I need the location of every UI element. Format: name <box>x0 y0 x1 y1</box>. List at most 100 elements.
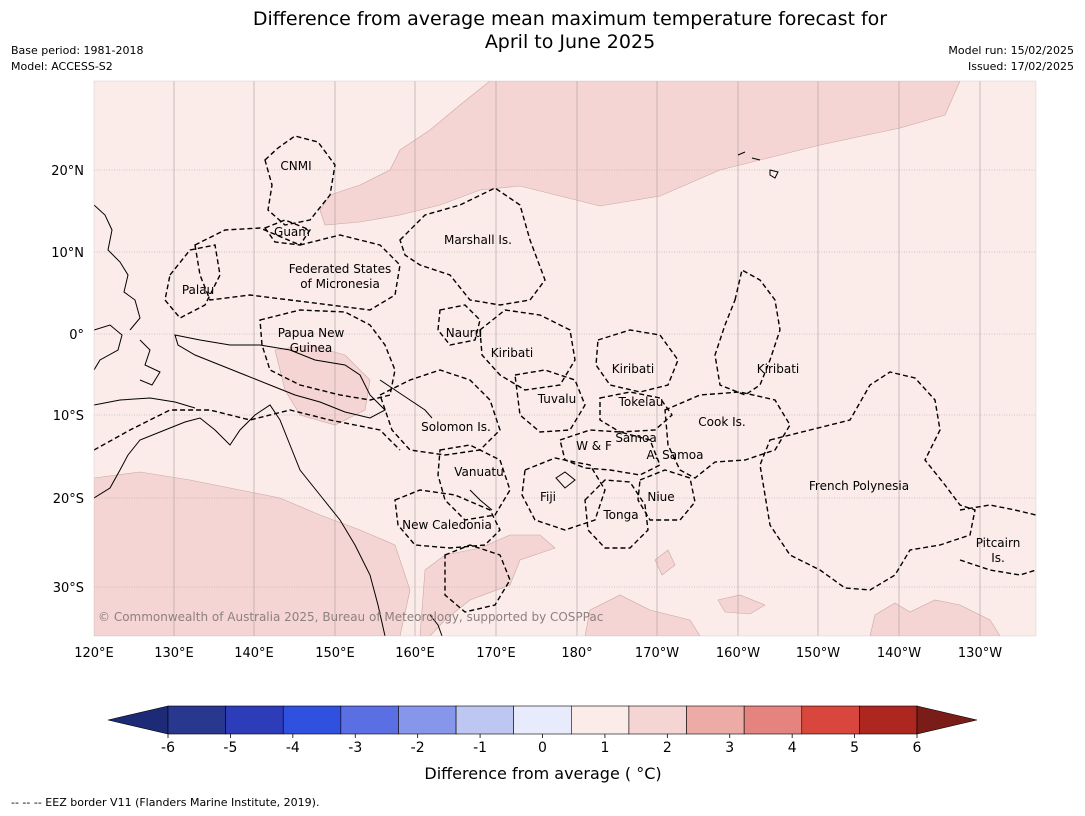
lon-label: 150°W <box>796 646 840 661</box>
coast-hawaii <box>737 151 779 179</box>
colorbar-tick-label: 4 <box>788 740 797 756</box>
eez-nz-north <box>444 544 511 613</box>
colorbar-tick-label: 3 <box>725 740 734 756</box>
coast-sulawesi <box>139 339 161 386</box>
coast-philippines <box>94 204 141 331</box>
eez-pitcairn <box>959 504 1036 576</box>
colorbar-swatch <box>225 705 284 735</box>
colorbar-swatch <box>686 705 745 735</box>
warm-region-tasman <box>419 534 556 636</box>
label-new-caledonia: New Caledonia <box>402 518 492 532</box>
issued-date: Issued: 17/02/2025 <box>967 60 1074 73</box>
lon-label: 150°E <box>315 646 355 661</box>
eez-legend-note: -- -- -- EEZ border V11 (Flanders Marine… <box>11 796 320 809</box>
base-period: Base period: 1981-2018 <box>11 44 144 57</box>
eez-palau <box>164 244 221 319</box>
warm-region-north <box>319 81 961 226</box>
colorbar-extend-left <box>107 705 169 735</box>
meta-left: Base period: 1981-2018 Model: ACCESS-S2 <box>11 43 143 75</box>
colorbar-tick-label: 1 <box>600 740 609 756</box>
colorbar-tick-label: 5 <box>850 740 859 756</box>
label-french-polynesia: French Polynesia <box>809 479 909 493</box>
label-kiribati-east: Kiribati <box>757 362 799 376</box>
title-line-2: April to June 2025 <box>484 31 656 53</box>
colorbar: -6 -5 -4 -3 -2 -1 0 1 2 3 4 5 6 <box>107 705 978 756</box>
colorbar-tick-label: 2 <box>663 740 672 756</box>
lon-label: 130°E <box>154 646 194 661</box>
label-guam: Guam <box>274 225 310 239</box>
lat-label: 10°S <box>53 409 84 424</box>
warm-region-south-3 <box>869 599 1001 636</box>
lon-label: 180° <box>561 646 592 661</box>
eez-marshall <box>399 187 546 306</box>
lon-label: 120°E <box>74 646 114 661</box>
graticule <box>94 81 1036 636</box>
label-marshall: Marshall Is. <box>444 233 512 247</box>
label-solomon: Solomon Is. <box>421 420 491 434</box>
label-fiji: Fiji <box>540 490 556 504</box>
coast-timor <box>94 397 196 409</box>
eez-borders <box>94 135 1036 613</box>
chart-title: Difference from average mean maximum tem… <box>0 8 1085 54</box>
label-kiribati-central: Kiribati <box>612 362 654 376</box>
label-pitcairn-2: Is. <box>991 551 1005 565</box>
colorbar-swatch <box>571 705 630 735</box>
colorbar-tick-label: -6 <box>161 740 175 756</box>
eez-guam <box>263 219 312 246</box>
eez-cnmi <box>264 135 336 226</box>
lon-label: 170°W <box>635 646 679 661</box>
coast-new-guinea <box>174 334 386 419</box>
coast-fiji <box>555 471 576 489</box>
coast-borneo <box>94 324 123 371</box>
lat-label: 30°S <box>53 581 84 596</box>
label-tokelau: Tokelau <box>618 395 664 409</box>
anomaly-shading <box>94 81 1001 636</box>
colorbar-swatch <box>340 705 399 735</box>
label-cnmi: CNMI <box>280 159 311 173</box>
eez-tokelau <box>599 391 673 433</box>
eez-kiribati-west <box>479 309 576 391</box>
lat-axis: 20°N 10°N 0° 10°S 20°S 30°S <box>51 164 84 596</box>
label-vanuatu: Vanuatu <box>454 465 504 479</box>
eez-australia-north <box>94 409 401 451</box>
label-png-1: Papua New <box>278 326 345 340</box>
lat-label: 20°S <box>53 492 84 507</box>
warm-region-south-1 <box>584 594 701 636</box>
label-nauru: Nauru <box>446 326 482 340</box>
label-tuvalu: Tuvalu <box>537 392 577 406</box>
label-wf: W & F <box>576 439 612 453</box>
warm-region-south-4 <box>717 594 766 615</box>
colorbar-extend-right <box>916 705 978 735</box>
colorbar-swatch <box>513 705 572 735</box>
lon-axis: 120°E 130°E 140°E 150°E 160°E 170°E 180°… <box>74 646 1002 661</box>
label-kiribati-west: Kiribati <box>491 346 533 360</box>
colorbar-tick-label: -2 <box>411 740 425 756</box>
eez-french-polynesia <box>759 371 976 591</box>
label-png-2: Guinea <box>290 341 333 355</box>
model-run: Model run: 15/02/2025 <box>948 44 1074 57</box>
coast-nz <box>429 614 443 636</box>
model-name: Model: ACCESS-S2 <box>11 60 113 73</box>
lat-label: 10°N <box>51 246 84 261</box>
colorbar-swatch <box>743 705 803 735</box>
eez-kiribati-central <box>595 329 679 393</box>
colorbar-tick-label: -1 <box>473 740 487 756</box>
warm-region-png <box>274 344 371 426</box>
label-asamoa: A. Samoa <box>647 448 704 462</box>
lon-label: 130°W <box>958 646 1002 661</box>
lat-label: 20°N <box>51 164 84 179</box>
eez-fsm <box>194 227 401 311</box>
warm-region-south-2 <box>654 549 676 576</box>
lat-label: 0° <box>69 328 84 343</box>
label-samoa: Samoa <box>615 431 656 445</box>
meta-right: Model run: 15/02/2025 Issued: 17/02/2025 <box>948 43 1074 75</box>
eez-tuvalu <box>514 369 586 433</box>
map-frame <box>93 80 1037 637</box>
colorbar-swatch <box>282 705 342 735</box>
coast-australia <box>94 404 386 636</box>
label-palau: Palau <box>182 283 214 297</box>
coast-solomons <box>379 379 433 419</box>
eez-fiji <box>521 457 606 531</box>
eez-cook <box>664 391 791 479</box>
